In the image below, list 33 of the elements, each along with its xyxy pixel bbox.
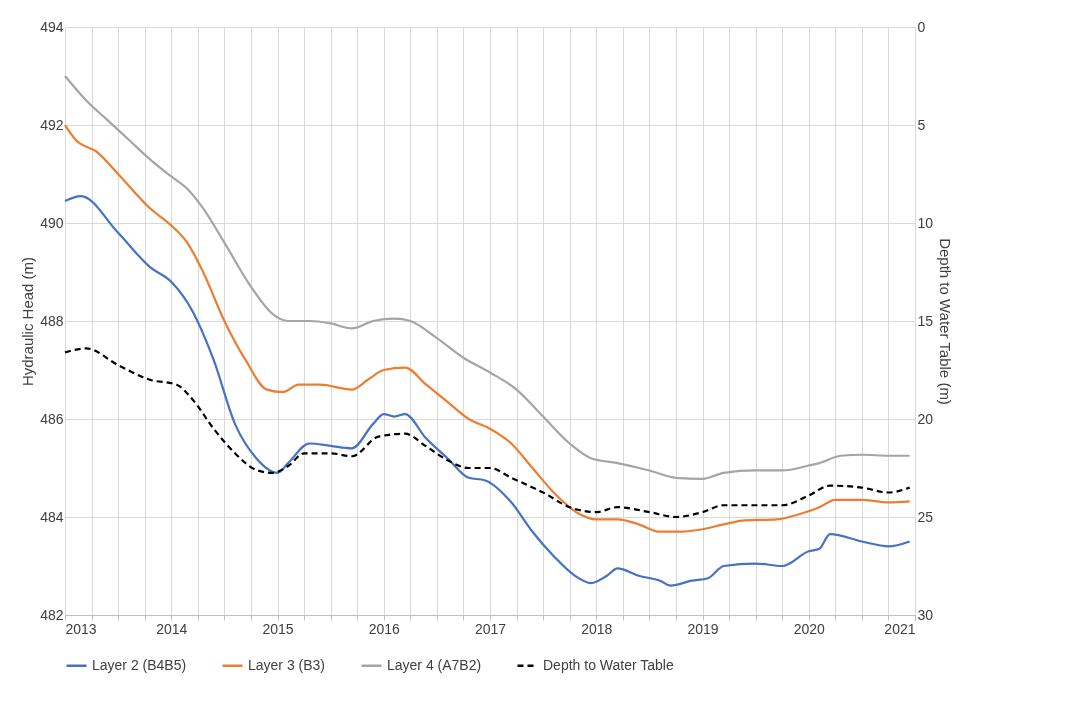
y-tick-label: 494 [40,18,64,35]
y-tick-label: 484 [40,508,64,525]
line-series [63,194,911,587]
y2-tick-label: 10 [917,214,934,231]
y-tick-label: 486 [40,410,64,427]
x-tick-label: 2019 [687,620,719,637]
y2-tick-label: 20 [917,410,934,427]
y2-tick-label: 0 [917,18,926,35]
x-tick-label: 2017 [474,620,507,637]
y2-axis-title: Depth to Water Table (m) [937,238,955,405]
x-tick-label: 2020 [793,620,826,637]
line-series [63,123,911,533]
y-tick-label: 492 [40,116,64,133]
y2-tick-label: 15 [917,312,934,329]
y-tick-label: 482 [40,606,64,623]
y-tick-label: 488 [40,312,64,329]
line-series [63,347,911,519]
legend-label: Depth to Water Table [543,656,674,673]
y2-tick-label: 5 [917,116,926,133]
legend-label: Layer 2 (B4B5) [92,656,187,673]
x-tick-label: 2018 [581,620,613,637]
y-tick-label: 490 [40,214,64,231]
x-tick-label: 2013 [65,620,97,637]
y-axis-title: Hydraulic Head (m) [19,256,37,387]
line-series [63,74,911,480]
y2-tick-label: 25 [917,508,934,525]
x-tick-label: 2021 [884,620,916,637]
x-tick-label: 2014 [156,620,188,637]
y2-tick-label: 30 [917,606,934,623]
x-tick-label: 2015 [262,620,294,637]
legend-label: Layer 3 (B3) [248,656,326,673]
x-tick-label: 2016 [368,620,401,637]
legend-label: Layer 4 (A7B2) [387,656,482,673]
